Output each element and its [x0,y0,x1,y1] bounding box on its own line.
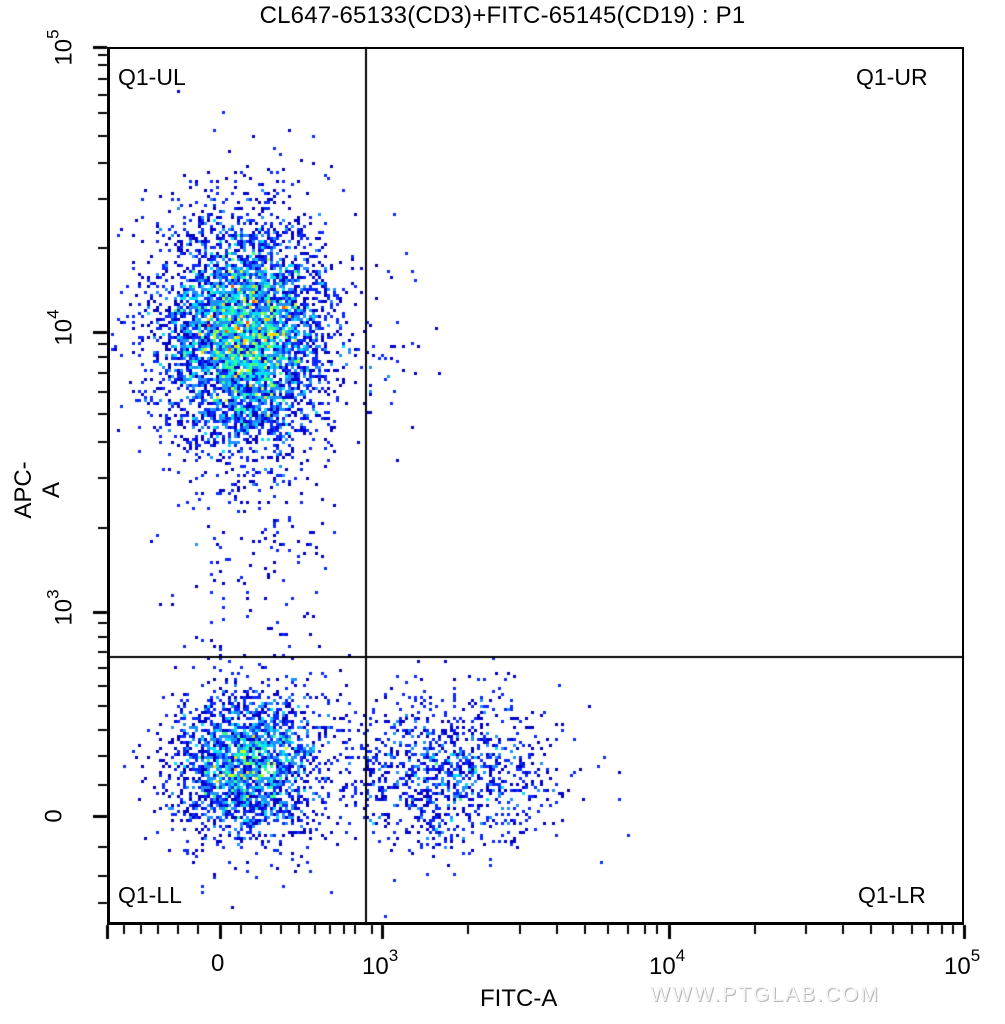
watermark-text: WWW.PTGLAB.COM [650,983,880,1006]
y-tick-label-1e5: 105 [44,29,79,66]
x-tick-1e3-exp: 3 [388,946,399,965]
y-tick-1e3-base: 10 [50,598,78,626]
y-tick-1e5-base: 10 [50,38,78,66]
x-tick-label-1e5: 105 [944,946,980,981]
y-tick-1e4-base: 10 [50,318,78,346]
quadrant-label-ur: Q1-UR [856,64,928,90]
y-tick-label-0: 0 [40,809,68,823]
x-tick-1e4-exp: 4 [675,946,686,965]
x-tick-label-0: 0 [211,950,225,977]
x-tick-1e3-base: 10 [362,953,389,980]
quadrant-label-ul: Q1-UL [118,64,186,90]
y-tick-1e5-exp: 5 [43,29,63,39]
y-tick-1e3-exp: 3 [43,589,63,599]
quadrant-label-lr: Q1-LR [858,882,926,908]
x-tick-label-1e4: 104 [649,946,685,981]
x-tick-1e4-base: 10 [649,953,676,980]
quadrant-label-ll: Q1-LL [118,882,182,908]
x-tick-1e5-base: 10 [944,953,971,980]
plot-area-frame [107,47,964,925]
x-tick-1e5-exp: 5 [970,946,981,965]
y-tick-label-1e3: 103 [44,589,79,626]
y-tick-label-1e4: 104 [44,309,79,346]
x-tick-label-1e3: 103 [362,946,398,981]
x-axis-label: FITC-A [480,985,558,1012]
y-axis-label: APC-A [10,461,65,519]
y-tick-1e4-exp: 4 [43,309,63,319]
